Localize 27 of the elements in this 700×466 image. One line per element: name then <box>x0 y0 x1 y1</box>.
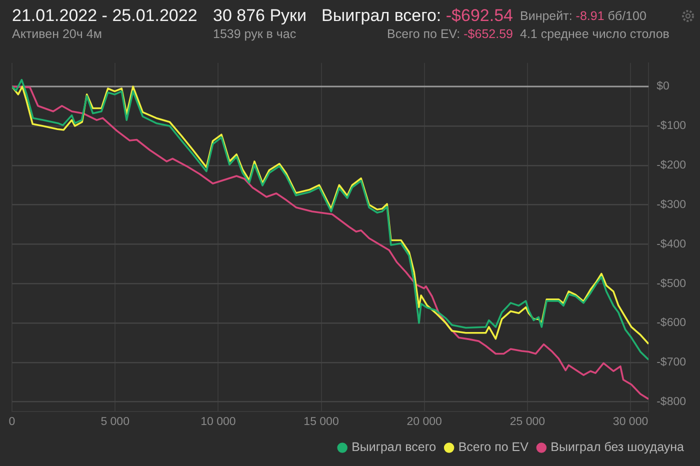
y-tick-label: -$800 <box>656 396 686 408</box>
y-tick-label: -$200 <box>656 160 686 172</box>
text: 1539 рук в час <box>213 27 296 41</box>
text: Винрейт: -8.91 бб/100 <box>520 9 646 23</box>
y-tick-label: $0 <box>656 80 670 93</box>
y-tick-label: -$300 <box>656 198 686 211</box>
x-tick-label: 0 <box>8 416 16 428</box>
y-tick-label: -$600 <box>656 317 686 330</box>
y-tick-label: -$100 <box>656 120 686 132</box>
text: 30 876 Руки <box>213 6 306 26</box>
y-tick-label: -$700 <box>656 356 686 369</box>
x-tick-label: 10 000 <box>200 416 236 428</box>
x-tick-label: 30 000 <box>612 416 648 428</box>
x-tick-label: 15 000 <box>304 416 339 428</box>
chart-subtitle: Активен 20ч 4м <box>12 27 102 41</box>
legend-label: Выиграл всего <box>352 440 436 454</box>
legend-label: Выиграл без шоудауна <box>550 440 684 454</box>
x-tick-label: 25 000 <box>510 416 546 428</box>
x-tick-label: 20 000 <box>406 416 442 428</box>
y-tick-label: -$400 <box>656 238 686 250</box>
text: Всего по EV: -$652.59 <box>387 27 513 41</box>
text: Выиграл всего: -$692.54 <box>322 6 513 26</box>
chart-title: 21.01.2022 - 25.01.2022 <box>12 6 198 26</box>
text: 4.1 среднее число столов <box>520 27 670 41</box>
x-tick-label: 5 000 <box>100 416 130 428</box>
y-tick-label: -$500 <box>656 278 686 290</box>
legend-label: Всего по EV <box>458 440 530 454</box>
